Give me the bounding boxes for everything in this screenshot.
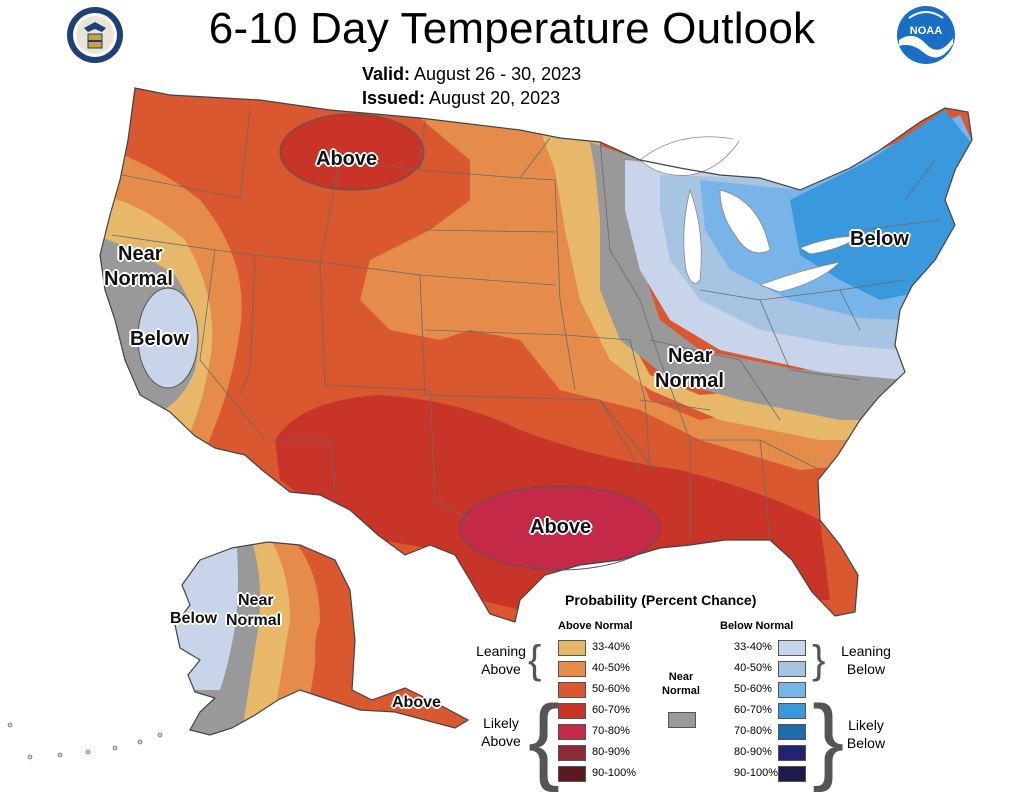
legend-below-header: Below Normal xyxy=(720,620,794,632)
commerce-seal-icon xyxy=(66,6,124,69)
legend-below-swatch-2 xyxy=(778,661,806,677)
legend-leaning-below: Leaning Below xyxy=(836,642,896,678)
band-above-40-50-central xyxy=(360,118,900,470)
legend-above-range-2: 40-50% xyxy=(592,662,630,674)
legend-below-range-3: 50-60% xyxy=(734,683,772,695)
legend-above-range-7: 90-100% xyxy=(592,767,637,779)
legend-likely-above: Likely Above xyxy=(470,714,532,750)
legend-above-swatch-1 xyxy=(558,640,586,656)
svg-text:NOAA: NOAA xyxy=(910,25,942,37)
legend-brace: { xyxy=(812,638,826,682)
legend-leaning-above-2: Above xyxy=(481,661,521,677)
label-above-south: Above xyxy=(530,516,592,538)
issued-line: Issued: August 20, 2023 xyxy=(362,88,560,109)
legend-above-swatch-7 xyxy=(558,766,586,782)
label-ak-near-2: Normal xyxy=(226,612,282,629)
legend-below-range-7: 90-100% xyxy=(734,767,779,779)
legend-above-range-3: 50-60% xyxy=(592,683,630,695)
band-near-east xyxy=(590,142,905,420)
legend-leaning-above: Leaning Above xyxy=(470,642,532,678)
contour-lines xyxy=(137,113,661,571)
label-below-west: Below xyxy=(130,328,189,350)
legend-above-swatch-5 xyxy=(558,724,586,740)
legend-below-swatch-1 xyxy=(778,640,806,656)
legend-below-swatch-5 xyxy=(778,724,806,740)
label-near-east-2: Normal xyxy=(655,370,724,392)
legend-below-range-1: 33-40% xyxy=(734,641,772,653)
band-below-west xyxy=(138,288,198,388)
valid-line: Valid: August 26 - 30, 2023 xyxy=(362,64,581,85)
legend-likely-below-2: Below xyxy=(846,735,886,751)
legend-likely-below: Likely Below xyxy=(836,716,896,752)
label-ak-below: Below xyxy=(170,610,218,627)
legend-likely-above-2: Above xyxy=(481,733,521,749)
legend-above-header: Above Normal xyxy=(558,620,633,632)
state-lines xyxy=(99,87,973,623)
legend-likely-below-1: Likely xyxy=(848,717,884,733)
legend-leaning-above-1: Leaning xyxy=(476,643,526,659)
page-title: 6-10 Day Temperature Outlook xyxy=(208,4,816,53)
alaska-outline xyxy=(174,541,470,736)
label-ak-above: Above xyxy=(392,694,441,711)
legend-below-swatch-7 xyxy=(778,766,806,782)
legend-below-range-6: 80-90% xyxy=(734,746,772,758)
legend-above-swatch-2 xyxy=(558,661,586,677)
legend-above-range-1: 33-40% xyxy=(592,641,630,653)
alaska-outlook xyxy=(175,542,468,735)
legend-above-range-5: 70-80% xyxy=(592,725,630,737)
legend-near-2: Normal xyxy=(662,685,700,697)
label-near-west-1: Near xyxy=(118,243,163,265)
legend-above-swatch-4 xyxy=(558,703,586,719)
legend-above-swatch-6 xyxy=(558,745,586,761)
label-near-east-1: Near xyxy=(668,345,713,367)
label-below-east: Below xyxy=(850,228,909,250)
legend-above-range-6: 80-90% xyxy=(592,746,630,758)
legend-title: Probability (Percent Chance) xyxy=(565,592,757,608)
legend-below-range-2: 40-50% xyxy=(734,662,772,674)
legend-above-range-4: 60-70% xyxy=(592,704,630,716)
legend-brace: { xyxy=(528,686,561,793)
label-above-north: Above xyxy=(316,148,378,170)
probability-legend: Probability (Percent Chance) Above Norma… xyxy=(470,592,844,793)
valid-label: Valid: xyxy=(362,64,411,84)
legend-below-swatch-6 xyxy=(778,745,806,761)
legend-leaning-below-2: Below xyxy=(846,661,886,677)
legend-below-range-5: 70-80% xyxy=(734,725,772,737)
legend-below-swatch-4 xyxy=(778,703,806,719)
legend-near-swatch xyxy=(668,712,696,728)
legend-near-1: Near xyxy=(668,671,694,683)
legend-leaning-below-1: Leaning xyxy=(841,643,891,659)
band-below-60-70 xyxy=(790,110,972,300)
label-ak-near-1: Near xyxy=(238,592,274,609)
issued-label: Issued: xyxy=(362,88,426,108)
legend-below-swatch-3 xyxy=(778,682,806,698)
valid-value: August 26 - 30, 2023 xyxy=(414,64,582,84)
issued-value: August 20, 2023 xyxy=(429,88,561,108)
legend-near-normal: Near Normal xyxy=(655,670,707,698)
aleutian-islands xyxy=(7,722,163,760)
legend-below-range-4: 60-70% xyxy=(734,704,772,716)
legend-likely-above-1: Likely xyxy=(483,715,519,731)
band-above-33-40-east xyxy=(540,130,900,440)
label-near-west-2: Normal xyxy=(104,268,173,290)
band-above-60-70-north xyxy=(280,114,424,190)
noaa-logo-icon: NOAA xyxy=(895,4,957,71)
great-lakes xyxy=(639,136,862,293)
band-above-70-80 xyxy=(460,486,660,570)
canada-area xyxy=(600,80,935,180)
legend-brace: { xyxy=(528,638,542,682)
legend-above-swatch-3 xyxy=(558,682,586,698)
